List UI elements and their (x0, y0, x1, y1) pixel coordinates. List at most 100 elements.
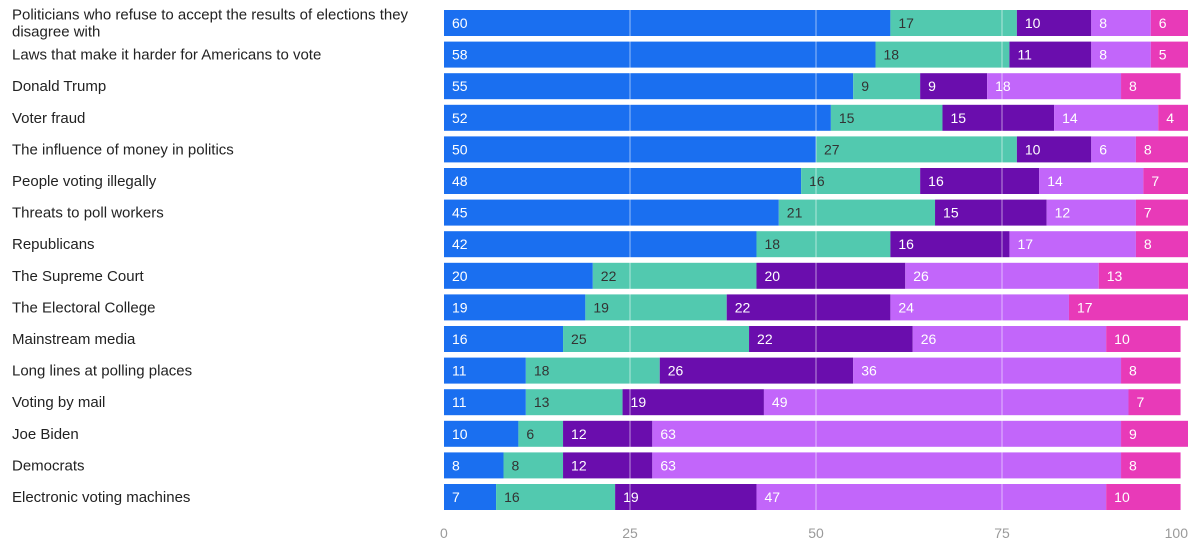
bar-segment (1135, 136, 1188, 163)
bar-segment (801, 168, 921, 194)
data-label: 11 (452, 363, 467, 379)
data-label: 7 (1144, 205, 1152, 221)
data-label: 11 (452, 394, 467, 410)
category-label: Voting by mail (12, 394, 105, 411)
bar-segment (763, 389, 1129, 416)
bar-segment (496, 484, 616, 510)
data-label: 52 (452, 110, 468, 126)
gridlines (629, 10, 1003, 510)
data-label: 26 (668, 363, 684, 379)
x-tick-label: 100 (1165, 525, 1188, 540)
bar-segment (726, 294, 891, 321)
bar-segment (1121, 73, 1181, 100)
bar-segment (1009, 41, 1092, 68)
bar-segment (444, 294, 586, 321)
category-label: The Supreme Court (12, 268, 145, 285)
bar-segment (1098, 262, 1188, 289)
bar-segment (1158, 104, 1188, 131)
data-label: 55 (452, 78, 468, 94)
bar-segment (444, 168, 802, 194)
bar-segment (444, 10, 891, 36)
data-label: 18 (884, 47, 900, 63)
data-label: 42 (452, 236, 468, 252)
category-label: Mainstream media (12, 331, 136, 348)
category-label: Threats to poll workers (12, 205, 164, 222)
data-label: 36 (861, 363, 877, 379)
data-label: 6 (1159, 15, 1167, 31)
category-label: Laws that make it harder for Americans t… (12, 47, 321, 64)
data-label: 19 (631, 394, 647, 410)
data-label: 27 (824, 141, 840, 157)
bar-segment (444, 326, 564, 352)
data-label: 50 (452, 141, 468, 157)
data-label: 13 (1107, 268, 1123, 284)
bar-segment (1091, 41, 1151, 68)
data-label: 16 (504, 489, 520, 505)
data-label: 19 (623, 489, 639, 505)
data-label: 10 (1025, 15, 1041, 31)
data-label: 19 (593, 299, 609, 315)
data-label: 10 (1025, 141, 1041, 157)
data-label: 22 (735, 299, 751, 315)
bar-segment (875, 41, 1010, 68)
data-label: 12 (571, 457, 587, 473)
bar-segment (563, 326, 750, 352)
x-tick-label: 50 (808, 525, 824, 540)
bar-segment (942, 104, 1055, 131)
data-label: 14 (1062, 110, 1078, 126)
bar-segment (518, 420, 564, 447)
data-label: 19 (452, 299, 468, 315)
bar-segment (1009, 231, 1136, 258)
x-axis-ticks: 0 25 50 75 100 (440, 525, 1188, 540)
bar-segment (778, 199, 936, 226)
category-label: Joe Biden (12, 426, 79, 443)
data-label: 17 (1017, 236, 1033, 252)
bar-segment (444, 420, 519, 447)
data-label: 15 (950, 110, 966, 126)
data-label: 6 (526, 426, 534, 442)
bar-segment (1121, 357, 1181, 384)
bar-segment (756, 484, 1107, 510)
data-label: 12 (1055, 205, 1071, 221)
bar-segment (563, 452, 653, 479)
bar-segment (853, 73, 921, 100)
bar-segment (444, 231, 757, 258)
bar-segment (444, 104, 831, 131)
bar-segment (622, 389, 764, 416)
data-label: 63 (660, 426, 676, 442)
bar-segment (444, 199, 779, 226)
bar-segment (749, 326, 913, 352)
category-label: Electronic voting machines (12, 489, 190, 506)
bar-segment (1091, 136, 1136, 163)
data-label: 45 (452, 205, 468, 221)
bar-segment (1054, 104, 1159, 131)
data-label: 16 (898, 236, 914, 252)
data-label: 24 (898, 299, 914, 315)
bar-segment (444, 73, 854, 100)
data-label: 22 (757, 331, 773, 347)
data-label: 13 (534, 394, 550, 410)
data-label: 20 (452, 268, 468, 284)
data-label: 18 (995, 78, 1011, 94)
data-label: 60 (452, 15, 468, 31)
bar-segment (920, 73, 988, 100)
data-label: 9 (1129, 426, 1137, 442)
data-label: 21 (787, 205, 803, 221)
bar-segment (1046, 199, 1136, 226)
bar-segment (444, 452, 504, 479)
bar-segment (1150, 41, 1188, 68)
data-label: 16 (452, 331, 468, 347)
bar-segment (890, 294, 1069, 321)
bar-segment (652, 452, 1122, 479)
data-label: 22 (601, 268, 617, 284)
data-label: 14 (1047, 173, 1063, 189)
data-label: 10 (452, 426, 468, 442)
category-label: Democrats (12, 457, 85, 474)
bar-segment (853, 357, 1122, 384)
category-label: The Electoral College (12, 299, 155, 316)
data-label: 20 (764, 268, 780, 284)
bar-segment (444, 389, 526, 416)
data-label: 49 (772, 394, 788, 410)
data-label: 9 (861, 78, 869, 94)
data-label: 8 (512, 457, 520, 473)
